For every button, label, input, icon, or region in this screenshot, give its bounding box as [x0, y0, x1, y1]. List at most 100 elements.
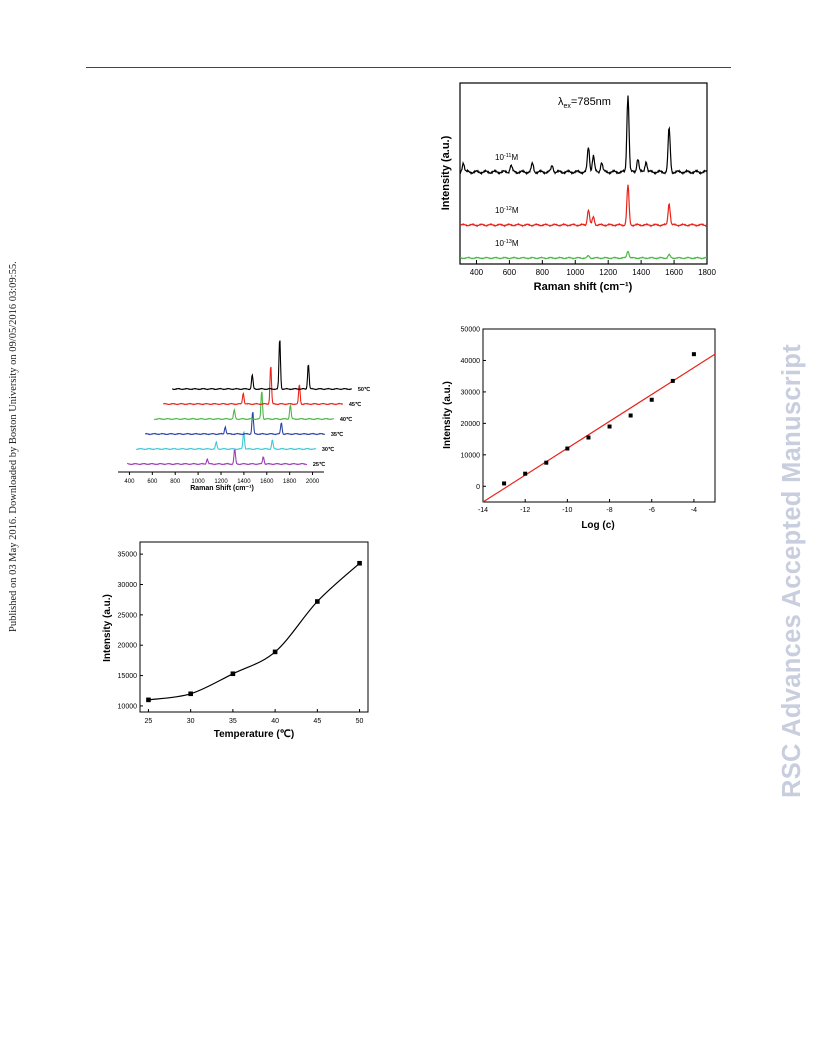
x-tick-label: 1600	[260, 479, 274, 485]
plot-frame	[482, 328, 716, 503]
concentration-spectra-chart: 400 600 800 1000 1200 1400 1600 1800 10-11M10-1…	[440, 82, 716, 293]
x-tick-label: 40	[271, 718, 279, 725]
x-tick-label: 45	[313, 718, 321, 725]
x-tick-label: 2000	[306, 479, 320, 485]
spectrum-line	[459, 95, 708, 176]
x-axis-title: Log (c)	[581, 520, 614, 531]
x-tick-label: 1400	[632, 268, 650, 277]
y-tick-label: 25000	[118, 612, 138, 619]
x-tick-label: 1200	[599, 268, 617, 277]
x-tick-label: -14	[478, 507, 488, 514]
x-tick-label: 35	[229, 718, 237, 725]
x-tick-label: 600	[147, 479, 158, 485]
series-label: 40℃	[340, 416, 353, 423]
x-tick-label: 25	[145, 718, 153, 725]
x-axis-title: Raman Shift (cm⁻¹)	[190, 485, 254, 492]
x-tick-label: -4	[691, 507, 697, 514]
x-tick-label: 400	[470, 268, 484, 277]
y-tick-label: 20000	[461, 421, 481, 428]
annotation-sub: ex	[564, 103, 572, 110]
plot-frame	[139, 541, 369, 713]
x-tick-label: -12	[520, 507, 530, 514]
y-tick-label: 20000	[118, 643, 138, 650]
data-point	[586, 435, 591, 440]
series-label: 50℃	[358, 386, 371, 393]
y-tick-label: 50000	[461, 327, 481, 334]
spectrum-line	[126, 448, 308, 466]
data-point	[523, 471, 528, 476]
series-label-base: 10	[495, 153, 504, 162]
series-label: 30℃	[322, 446, 335, 453]
spectrum-line	[172, 340, 352, 391]
x-tick-label: 50	[356, 718, 364, 725]
header-rule	[86, 67, 731, 68]
x-tick-label: 1400	[237, 479, 251, 485]
x-tick-label: -6	[649, 507, 655, 514]
x-axis-title: Temperature (℃)	[214, 729, 295, 740]
fit-line	[482, 353, 716, 503]
annotation-tail: =785nm	[571, 96, 611, 108]
series-label-unit: M	[512, 239, 519, 248]
y-axis-title: Intensity (a.u.)	[440, 135, 452, 210]
x-tick-label: -8	[606, 507, 612, 514]
x-tick-label: 600	[503, 268, 517, 277]
data-point	[691, 352, 696, 357]
y-axis-title: Intensity (a.u.)	[442, 381, 453, 449]
series-label-unit: M	[512, 206, 519, 215]
x-tick-label: 800	[536, 268, 550, 277]
series-label: 10-12M	[495, 206, 519, 215]
x-axis-title: Raman shift (cm⁻¹)	[534, 281, 633, 293]
y-tick-label: 30000	[461, 389, 481, 396]
spectrum-line	[459, 184, 708, 228]
series-label-unit: M	[511, 153, 518, 162]
x-tick-label: 1800	[698, 268, 716, 277]
series-label: 10-11M	[495, 153, 518, 162]
plot-frame	[459, 82, 708, 265]
publication-note: Published on 03 May 2016. Downloaded by …	[8, 261, 19, 632]
temperature-intensity-chart: 25 30 35 40 45 50 10000 15000 20000 25000 30000 350…	[102, 541, 369, 740]
data-point	[272, 649, 278, 655]
spectrum-line	[460, 250, 708, 260]
y-tick-label: 15000	[118, 673, 138, 680]
data-point	[607, 424, 612, 429]
annotation-main: λ	[558, 96, 564, 108]
series-label-exp: -11	[504, 153, 512, 159]
series-label: 45℃	[349, 401, 362, 408]
spectrum-line	[144, 412, 325, 436]
data-point	[230, 671, 236, 677]
annotation: λex=785nm	[558, 96, 611, 110]
x-tick-label: 400	[124, 479, 135, 485]
series-label: 10-13M	[495, 239, 519, 248]
data-point	[670, 378, 675, 383]
trend-curve	[148, 562, 360, 701]
x-tick-label: 1600	[665, 268, 683, 277]
data-point	[357, 560, 362, 566]
series-label: 35℃	[331, 431, 344, 438]
y-tick-label: 0	[476, 484, 480, 491]
spectrum-line	[136, 430, 317, 451]
series-label-base: 10	[495, 206, 504, 215]
x-tick-label: 30	[187, 718, 195, 725]
x-tick-label: 1000	[566, 268, 584, 277]
data-point	[315, 599, 320, 604]
y-tick-label: 40000	[461, 358, 481, 365]
series-label-exp: -12	[504, 206, 512, 212]
data-point	[188, 691, 193, 697]
x-tick-label: 1200	[214, 479, 228, 485]
y-tick-label: 35000	[118, 552, 138, 559]
log-concentration-chart: -14 -12 -10 -8 -6 -4 0 10000 20000 30000 40000 5000…	[442, 327, 716, 531]
series-label-base: 10	[495, 239, 504, 248]
series-label-exp: -13	[504, 239, 512, 245]
temperature-spectra-chart: 400 600 800 1000 1200 1400 1600 1800 2000 25℃ 30℃…	[118, 340, 371, 492]
data-point	[146, 697, 151, 703]
y-axis-title: Intensity (a.u.)	[102, 594, 113, 662]
data-point	[565, 446, 570, 451]
rsc-watermark: RSC Advances Accepted Manuscript	[778, 343, 806, 798]
data-point	[544, 460, 549, 465]
data-point	[502, 481, 507, 486]
y-tick-label: 30000	[118, 582, 138, 589]
data-point	[649, 397, 654, 402]
data-point	[628, 413, 633, 418]
y-tick-label: 10000	[118, 703, 138, 710]
series-label: 25℃	[313, 461, 326, 468]
